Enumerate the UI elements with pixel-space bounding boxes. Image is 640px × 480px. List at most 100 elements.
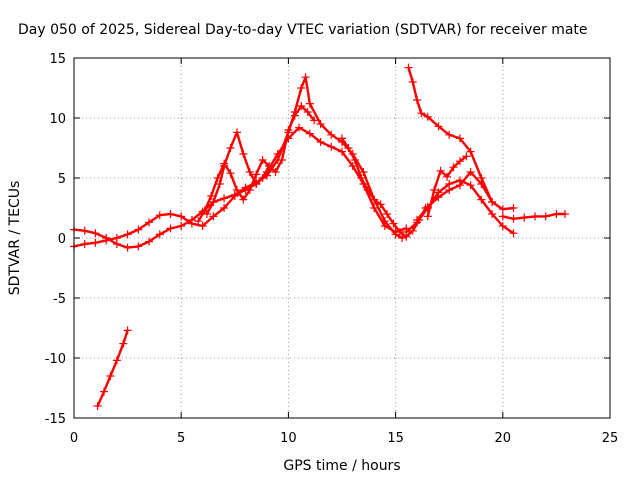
data-point xyxy=(560,210,569,218)
data-point xyxy=(226,144,235,152)
data-point xyxy=(466,181,475,190)
data-point xyxy=(305,129,314,138)
data-point xyxy=(488,210,497,218)
data-point xyxy=(455,134,464,143)
data-point xyxy=(226,169,235,178)
data-point xyxy=(430,186,439,194)
series-track-i xyxy=(404,63,497,206)
data-point xyxy=(530,212,539,221)
data-point xyxy=(177,222,186,230)
data-point xyxy=(498,222,507,230)
data-point xyxy=(466,147,475,156)
data-point xyxy=(155,211,164,220)
series-line xyxy=(340,137,427,239)
data-point xyxy=(455,181,464,190)
data-point xyxy=(455,157,464,166)
data-point xyxy=(498,212,507,221)
data-point xyxy=(166,224,175,233)
data-point xyxy=(187,216,196,224)
data-point xyxy=(123,243,132,252)
data-point xyxy=(413,216,422,224)
data-point xyxy=(338,134,346,143)
data-point xyxy=(477,195,486,204)
data-point xyxy=(389,219,398,228)
data-point xyxy=(200,206,209,215)
data-point xyxy=(106,372,115,380)
x-tick-label: 15 xyxy=(387,431,404,446)
data-point xyxy=(213,174,222,182)
series-line xyxy=(197,158,271,223)
x-axis-label: GPS time / hours xyxy=(283,458,400,474)
data-point xyxy=(398,234,407,242)
data-point xyxy=(462,152,471,161)
data-point xyxy=(445,130,454,139)
data-point xyxy=(370,195,379,204)
data-point xyxy=(423,212,432,221)
series-line xyxy=(96,329,129,408)
y-tick-label: 5 xyxy=(58,172,66,187)
data-point xyxy=(380,222,389,230)
data-point xyxy=(145,237,154,246)
data-point xyxy=(134,225,143,234)
data-point xyxy=(303,108,312,116)
data-point xyxy=(230,190,239,199)
data-point xyxy=(498,205,507,214)
data-point xyxy=(209,198,218,206)
data-point xyxy=(80,226,89,235)
data-point xyxy=(509,204,518,212)
data-point xyxy=(252,170,261,179)
data-point xyxy=(301,73,310,82)
plot-area xyxy=(70,63,569,410)
data-point xyxy=(209,212,218,221)
data-point xyxy=(91,238,100,247)
y-tick-label: 15 xyxy=(49,52,66,67)
data-point xyxy=(348,162,357,170)
data-point xyxy=(310,116,319,125)
data-point xyxy=(220,194,229,203)
data-point xyxy=(466,168,475,176)
series-early-track xyxy=(93,326,132,410)
data-point xyxy=(194,217,203,226)
axis-ticks: 0 5 10 15 20 25 -15 -10 -5 0 5 10 15 xyxy=(45,52,619,446)
x-tick-label: 25 xyxy=(602,431,619,446)
data-point xyxy=(297,84,306,92)
data-point xyxy=(305,99,314,108)
series-track-h xyxy=(423,152,471,221)
data-point xyxy=(357,174,366,182)
data-point xyxy=(434,193,443,202)
data-point xyxy=(232,128,241,137)
data-point xyxy=(509,214,518,223)
data-point xyxy=(265,162,274,170)
data-point xyxy=(327,130,336,139)
data-point xyxy=(284,126,293,134)
data-point xyxy=(297,102,306,110)
y-tick-label: -10 xyxy=(45,352,66,367)
data-point xyxy=(316,120,325,128)
data-point xyxy=(123,326,132,335)
data-point xyxy=(100,387,109,396)
data-point xyxy=(80,240,89,248)
data-point xyxy=(93,402,102,410)
data-point xyxy=(245,168,254,176)
x-tick-label: 20 xyxy=(495,431,512,446)
data-point xyxy=(436,166,445,175)
data-point xyxy=(344,144,353,152)
data-point xyxy=(177,212,186,221)
data-point xyxy=(408,78,417,86)
series-track-e xyxy=(338,134,430,241)
data-point xyxy=(383,210,392,218)
data-point xyxy=(220,204,229,212)
data-point xyxy=(252,180,261,188)
chart-title: Day 050 of 2025, Sidereal Day-to-day VTE… xyxy=(18,22,588,38)
data-point xyxy=(443,172,452,181)
data-point xyxy=(413,96,422,104)
data-point xyxy=(295,123,304,132)
y-tick-label: -5 xyxy=(53,292,66,307)
data-point xyxy=(277,156,286,164)
y-tick-label: 10 xyxy=(49,112,66,127)
data-point xyxy=(134,242,143,251)
y-tick-label: -15 xyxy=(45,412,66,427)
data-point xyxy=(245,186,254,194)
data-point xyxy=(232,186,241,194)
data-point xyxy=(552,210,561,218)
